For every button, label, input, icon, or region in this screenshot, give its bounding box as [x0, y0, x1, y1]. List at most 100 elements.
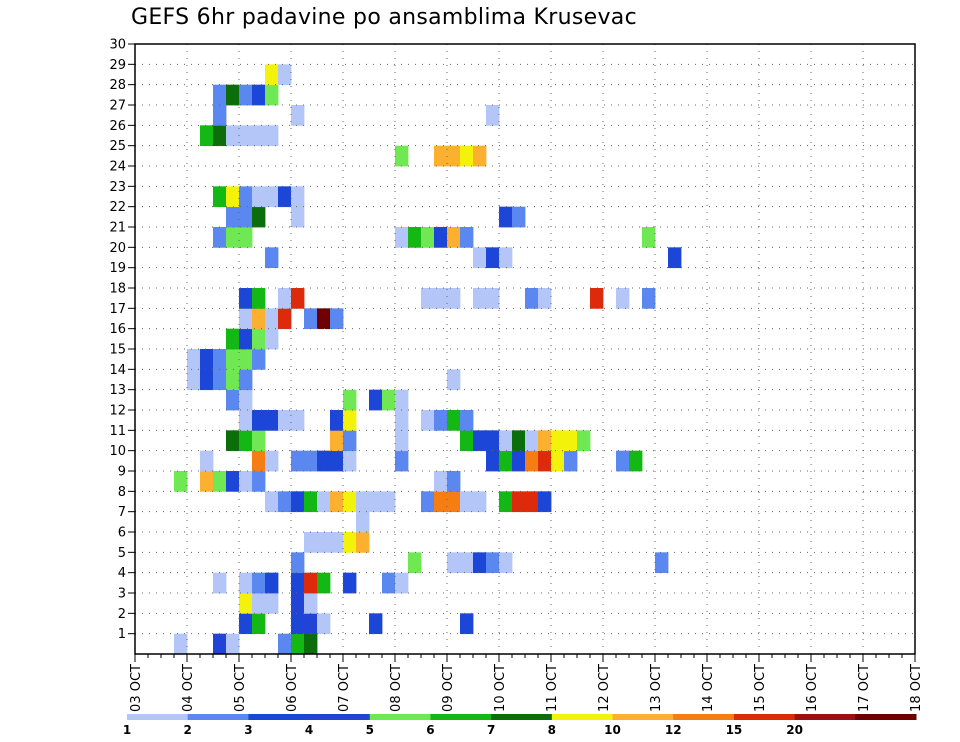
precip-cell: [616, 288, 630, 309]
precip-cell: [239, 206, 253, 228]
y-tick-label: 17: [109, 302, 126, 317]
precip-cell: [382, 572, 396, 594]
precip-cell: [330, 410, 344, 431]
precip-cell: [304, 450, 318, 472]
precip-cell: [317, 491, 331, 513]
precip-cell: [239, 328, 253, 350]
precip-cell: [226, 430, 240, 452]
precip-cell: [239, 288, 253, 309]
precip-cell: [538, 491, 552, 513]
colorbar-label: 15: [726, 723, 743, 737]
colorbar-label: 3: [244, 723, 252, 737]
precip-cell: [265, 410, 279, 431]
heatmap-cells: [174, 64, 682, 655]
precip-cell: [239, 389, 253, 411]
precip-cell: [434, 491, 448, 513]
precip-cell: [421, 491, 435, 513]
precip-cell: [356, 532, 370, 553]
precip-cell: [265, 247, 279, 269]
precip-cell: [460, 491, 474, 513]
precip-cell: [317, 308, 331, 330]
precip-cell: [317, 613, 331, 635]
precip-cell: [291, 552, 305, 574]
precip-cell: [200, 349, 214, 370]
precip-cell: [668, 247, 682, 269]
precip-cell: [551, 450, 565, 472]
precip-cell: [447, 369, 461, 391]
precip-cell: [486, 288, 500, 309]
x-tick-label: 07 OCT: [337, 664, 352, 712]
precip-cell: [265, 84, 279, 106]
precip-cell: [447, 491, 461, 513]
precip-cell: [499, 450, 513, 472]
precip-cell: [226, 206, 240, 228]
precip-cell: [291, 593, 305, 614]
precip-cell: [447, 288, 461, 309]
precip-cell: [239, 186, 253, 208]
y-tick-label: 13: [109, 383, 126, 398]
precip-cell: [252, 593, 266, 614]
precip-cell: [642, 227, 656, 248]
precip-cell: [538, 430, 552, 452]
precip-cell: [213, 471, 227, 492]
colorbar-label: 10: [604, 723, 621, 737]
y-tick-label: 22: [109, 200, 126, 215]
x-tick-label: 14 OCT: [701, 664, 716, 712]
y-tick-label: 12: [109, 404, 126, 419]
precip-cell: [226, 125, 240, 147]
precip-cell: [382, 389, 396, 411]
precip-cell: [408, 552, 422, 574]
precip-cell: [239, 84, 253, 106]
precip-cell: [460, 227, 474, 248]
precip-cell: [187, 369, 201, 391]
precip-cell: [278, 288, 292, 309]
y-tick-label: 21: [109, 221, 126, 236]
colorbar-swatch: [248, 714, 310, 720]
precip-cell: [499, 491, 513, 513]
precip-cell: [226, 349, 240, 370]
precip-cell: [265, 308, 279, 330]
precip-cell: [278, 491, 292, 513]
y-axis: 1234567891011121314151617181920212223242…: [109, 38, 135, 642]
precip-cell: [291, 206, 305, 228]
precip-cell: [460, 552, 474, 574]
precip-cell: [330, 308, 344, 330]
precip-cell: [499, 430, 513, 452]
y-tick-label: 10: [109, 444, 126, 459]
precip-cell: [421, 288, 435, 309]
precip-cell: [252, 125, 266, 147]
precip-cell: [239, 369, 253, 391]
precip-cell: [317, 532, 331, 553]
precip-cell: [447, 145, 461, 167]
colorbar-swatch: [430, 714, 492, 720]
precip-cell: [343, 572, 357, 594]
precip-cell: [343, 491, 357, 513]
y-tick-label: 15: [109, 343, 126, 358]
precip-cell: [200, 471, 214, 492]
precip-cell: [330, 491, 344, 513]
y-tick-label: 19: [109, 261, 126, 276]
precip-cell: [304, 308, 318, 330]
colorbar-swatch: [794, 714, 856, 720]
x-tick-label: 08 OCT: [389, 664, 404, 712]
precip-cell: [499, 206, 513, 228]
colorbar-swatch: [733, 714, 796, 720]
colorbar-swatch: [127, 714, 189, 720]
precip-cell: [525, 288, 539, 309]
precip-cell: [473, 288, 487, 309]
y-tick-label: 25: [109, 139, 126, 154]
precip-cell: [265, 593, 279, 614]
precip-cell: [434, 471, 448, 492]
precip-cell: [265, 450, 279, 472]
precip-cell: [304, 593, 318, 614]
x-tick-label: 03 OCT: [129, 664, 144, 712]
precip-cell: [239, 430, 253, 452]
precip-cell: [226, 369, 240, 391]
colorbar-swatch: [673, 714, 735, 720]
precip-cell: [226, 84, 240, 106]
precip-cell: [421, 227, 435, 248]
precip-cell: [239, 125, 253, 147]
precip-cell: [252, 572, 266, 594]
precip-cell: [200, 369, 214, 391]
